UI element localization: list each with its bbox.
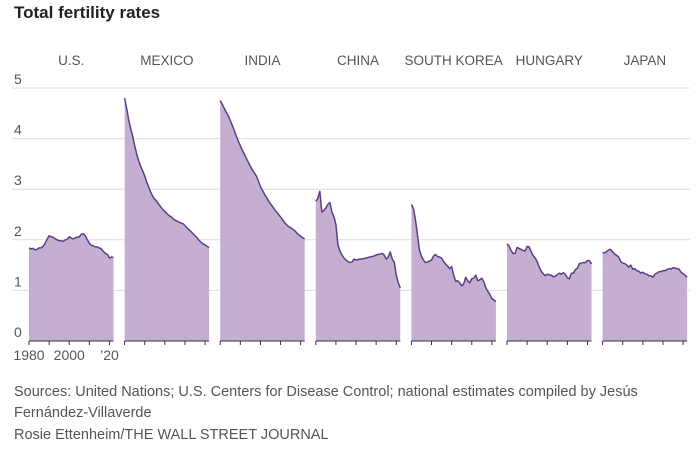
series-line — [410, 204, 497, 303]
y-tick-label: 3 — [14, 172, 22, 188]
y-tick-label: 2 — [14, 223, 22, 239]
x-tick-label: 1980 — [13, 347, 44, 363]
source-line-2: Fernández-Villaverde — [14, 405, 152, 421]
series-area — [315, 191, 401, 341]
panel-title: JAPAN — [624, 53, 667, 68]
y-tick-label: 0 — [14, 324, 22, 340]
x-tick-label: ’20 — [100, 347, 119, 363]
series-line — [506, 243, 593, 280]
series-area — [220, 100, 305, 342]
series-line — [123, 97, 210, 249]
panel-title: HUNGARY — [516, 53, 583, 68]
series-line — [219, 100, 306, 240]
series-line — [315, 190, 401, 289]
panel-title: U.S. — [58, 53, 84, 68]
x-tick-label: 2000 — [54, 347, 85, 363]
series-area — [124, 98, 210, 342]
chart-title: Total fertility rates — [14, 3, 161, 22]
y-tick-label: 4 — [14, 122, 22, 138]
small-multiples-area-chart: 0 1 2 3 4 5 U.S. MEXICO INDIA CHINA SOUTH KOREA HUN… — [12, 53, 690, 363]
panel-title: MEXICO — [140, 53, 193, 68]
series-area — [507, 243, 592, 341]
source-line-1: Sources: United Nations; U.S. Centers fo… — [14, 384, 638, 400]
credit-line: Rosie Ettenheim/THE WALL STREET JOURNAL — [14, 427, 329, 443]
panel-title: INDIA — [244, 53, 280, 68]
panel-title: SOUTH KOREA — [405, 53, 503, 68]
series-line — [28, 232, 114, 259]
series-area — [602, 249, 688, 341]
series-line — [602, 248, 688, 278]
y-tick-label: 5 — [14, 71, 22, 87]
panel-title: CHINA — [337, 53, 379, 68]
series-area — [411, 204, 496, 341]
series-area — [29, 233, 114, 341]
y-tick-label: 1 — [14, 273, 22, 289]
